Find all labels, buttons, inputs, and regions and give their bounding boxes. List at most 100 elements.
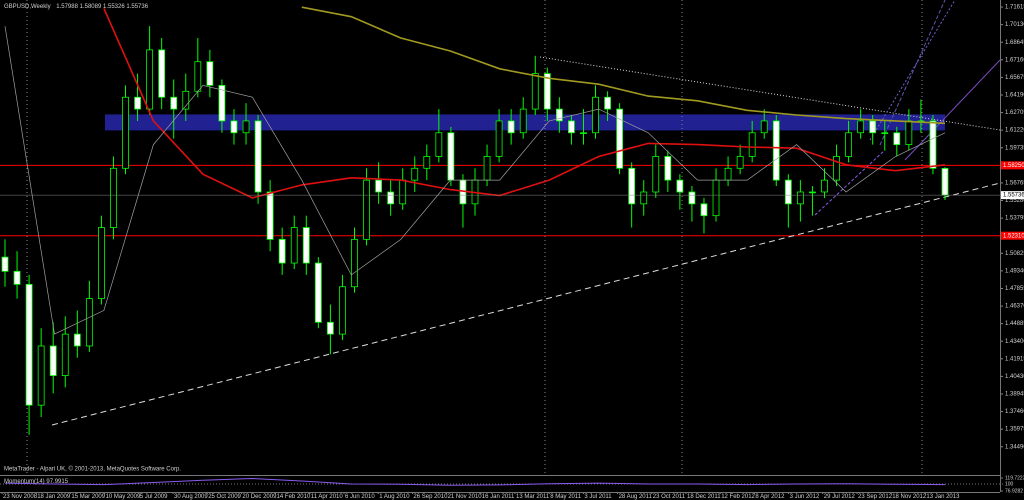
momentum-line — [4, 477, 946, 486]
x-tick-label: 3 Jun 2012 — [790, 494, 820, 500]
candle-body — [724, 167, 732, 181]
x-tick-label: 3 Jul 2011 — [584, 494, 612, 500]
candle-body — [652, 156, 660, 193]
candle-body — [748, 132, 756, 157]
candle-body — [507, 120, 515, 134]
x-tick-label: 23 Nov 2008 — [3, 494, 38, 500]
candle-body — [1, 256, 9, 272]
x-tick-label: 15 Mar 2009 — [71, 494, 105, 500]
y-tick-label: 1.53795 — [1005, 216, 1024, 222]
candle-body — [640, 191, 648, 205]
candle-body — [302, 227, 310, 264]
candle-body — [869, 120, 877, 134]
x-tick-label: 14 Feb 2010 — [277, 494, 311, 500]
x-tick-label: 16 Jan 2011 — [482, 494, 515, 500]
candle-body — [796, 191, 804, 205]
close: 1.55736 — [126, 4, 148, 10]
y-tick-label: 1.71615 — [1005, 5, 1024, 11]
moving-average — [103, 8, 946, 199]
candle-body — [809, 191, 816, 194]
candle-body — [25, 283, 33, 406]
x-tick-label: 25 Oct 2009 — [208, 494, 241, 500]
candle-body — [206, 61, 214, 86]
candle-body — [568, 120, 575, 134]
candle-body — [230, 120, 238, 134]
candle-body — [821, 179, 828, 193]
candle-body — [375, 179, 382, 193]
level-tag-label: 1.58250 — [1003, 163, 1024, 169]
x-tick-label: 20 Dec 2009 — [242, 494, 277, 500]
trendline — [51, 182, 1001, 426]
candle-body — [290, 227, 298, 264]
x-tick-label: 8 May 2011 — [550, 494, 582, 500]
y-tick-label: 1.41915 — [1005, 356, 1024, 362]
candle-body — [772, 120, 780, 181]
candle-body — [278, 238, 286, 264]
x-tick-label: 6 Jun 2010 — [345, 494, 375, 500]
y-tick-label: 1.59735 — [1005, 145, 1024, 151]
symbol: GBPUSD,Weekly — [4, 4, 51, 10]
y-tick-label: 1.50825 — [1005, 251, 1024, 257]
y-tick-label: 1.62705 — [1005, 110, 1024, 116]
chart-header: GBPUSD,Weekly 1.57988 1.58089 1.55326 1.… — [4, 4, 149, 10]
candle-body — [351, 238, 358, 288]
candle-body — [929, 120, 937, 169]
moving-average — [4, 26, 946, 335]
candle-body — [447, 132, 455, 181]
x-tick-label: 26 Sep 2010 — [413, 494, 448, 500]
x-tick-label: 18 Jan 2009 — [37, 494, 71, 500]
price-layer: 1.34490 1.35975 1.37460 1.38945 1.40430 1.419… — [0, 5, 1024, 500]
x-tick-label: 10 May 2009 — [106, 494, 141, 500]
x-tick-label: 5 Jul 2009 — [140, 494, 168, 500]
candle-body — [73, 333, 81, 347]
y-tick-label: 1.67160 — [1005, 57, 1024, 63]
trendline — [904, 59, 1001, 161]
x-tick-label: 11 Apr 2010 — [311, 494, 344, 500]
candle-body — [736, 156, 744, 169]
candle-body — [37, 345, 45, 406]
current-price-tag — [1001, 191, 1024, 200]
y-tick-label: 1.56765 — [1005, 181, 1024, 187]
candle-body — [146, 49, 154, 110]
x-tick-label: 8 Apr 2012 — [755, 494, 785, 500]
candle-body — [784, 179, 792, 205]
candle-body — [531, 73, 539, 110]
candle-body — [857, 120, 865, 134]
high: 1.58089 — [80, 4, 102, 10]
candle-body — [616, 108, 624, 169]
y-tick-label: 1.61220 — [1005, 128, 1024, 134]
candle-body — [881, 132, 889, 134]
current-price-label: 1.55736 — [1003, 193, 1024, 199]
candle-body — [555, 108, 563, 122]
candle-body — [218, 84, 226, 122]
candle-body — [543, 73, 551, 110]
candle-body — [182, 90, 190, 110]
candle-body — [845, 132, 852, 157]
y-tick-label: 1.43400 — [1005, 339, 1024, 345]
y-tick-label: 1.40430 — [1005, 374, 1024, 380]
candle-body — [158, 49, 166, 98]
low: 1.55326 — [103, 4, 125, 10]
candle-body — [314, 262, 322, 323]
candle-body — [423, 156, 431, 169]
moving-average — [301, 6, 946, 125]
x-tick-label: 29 Jul 2012 — [824, 494, 856, 500]
x-tick-label: 13 Jan 2013 — [926, 494, 960, 500]
y-tick-label: 1.65675 — [1005, 75, 1024, 81]
level-tag — [1001, 231, 1024, 240]
candle-body — [134, 96, 141, 110]
y-tick-label: 1.38945 — [1005, 392, 1024, 398]
candle-body — [242, 120, 250, 134]
candle-body — [411, 167, 419, 181]
momentum-value: 97.9915 — [46, 479, 68, 485]
x-tick-label: 23 Sep 2012 — [858, 494, 893, 500]
y-tick-label: 1.70130 — [1005, 22, 1024, 28]
candle-body — [435, 132, 443, 157]
x-tick-label: 30 Aug 2009 — [174, 494, 208, 500]
momentum-tick-label: 100 — [1005, 481, 1014, 487]
candle-body — [339, 286, 346, 335]
y-tick-label: 1.44885 — [1005, 321, 1024, 327]
candle-body — [700, 203, 708, 217]
candle-body — [941, 168, 949, 196]
